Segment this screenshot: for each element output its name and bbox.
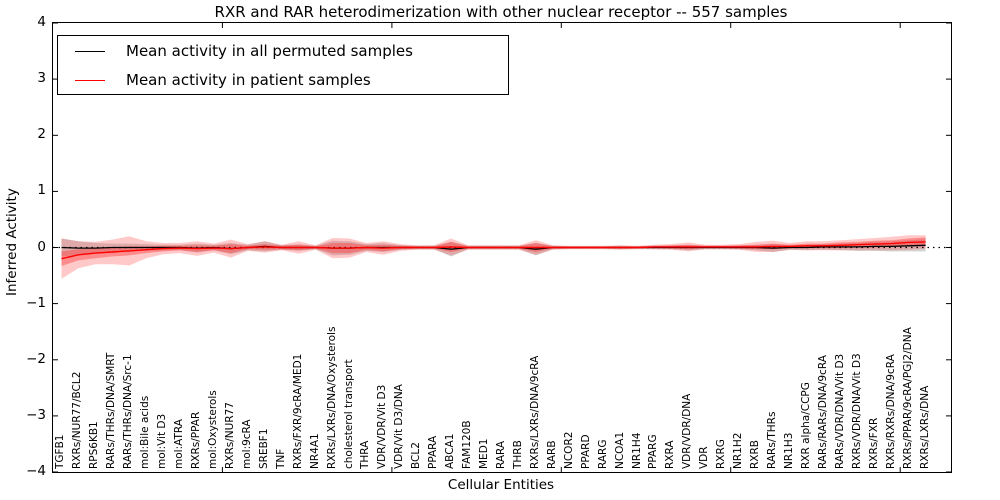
legend-entry-permuted: Mean activity in all permuted samples [58,37,508,65]
x-tick-label: THRB [511,440,524,469]
x-tick-label: FAM120B [461,420,474,469]
chart-title: RXR and RAR heterodimerization with othe… [214,3,788,21]
x-tick-label: RXRs/FXR/9cRA/MED1 [291,353,304,469]
x-tick-label: PPARA [427,435,440,469]
x-tick-label: RXRs/NUR77/BCL2 [71,371,84,469]
x-tick-label: NR4A1 [308,433,321,469]
x-tick-label: mol:ATRA [173,419,186,469]
x-tick-label: RXRs/LXRs/DNA/9cRA [528,355,541,469]
x-tick-label: VDR/Vit D3/DNA [393,384,406,469]
x-tick-label: RARs/THRs [766,411,779,469]
legend-entry-patient: Mean activity in patient samples [58,66,508,94]
y-tick-label: −4 [26,463,46,479]
x-tick-label: RPS6KB1 [88,421,101,469]
x-tick-label: RARs/THRs/DNA/Src-1 [122,354,135,469]
patient-std-inner-band [61,237,926,266]
x-tick-label: RXR alpha/CCPG [799,382,812,469]
x-tick-label: BCL2 [410,442,423,469]
plot-area [52,22,952,473]
x-tick-label: RARB [545,440,558,469]
x-tick-label: RARA [495,440,507,469]
x-tick-label: NCOA1 [613,431,626,469]
x-tick-label: RARs/RARs/DNA/9cRA [816,355,829,469]
x-tick-label: RXRs/VDR/DNA/Vit D3 [850,353,863,469]
x-tick-label: RARs/VDR/DNA/Vit D3 [833,353,846,469]
x-tick-label: NCOR2 [562,431,575,469]
x-tick-label: MED1 [478,438,491,469]
x-tick-label: RXRs/LXRs/DNA/Oxysterols [325,326,338,469]
x-tick-label: mol:Vit D3 [156,413,169,469]
x-tick-label: RARs/THRs/DNA/SMRT [105,352,118,469]
y-tick-label: −1 [26,294,46,311]
x-tick-label: VDR/VDR/DNA [681,393,694,469]
x-tick-label: RXRG [715,439,728,469]
y-tick-label: 0 [37,238,46,255]
legend-box: Mean activity in all permuted samples Me… [57,35,509,95]
legend-label: Mean activity in patient samples [126,71,371,89]
x-tick-label: TNF [274,448,287,469]
x-tick-label: mol:Bile acids [139,395,152,469]
legend-line-red [75,79,105,81]
x-tick-label: THRA [359,440,372,469]
x-tick-label: NR1H2 [732,432,745,469]
y-tick-label: 3 [37,70,46,87]
x-tick-label: RXRB [749,440,762,469]
y-tick-label: −2 [26,350,46,367]
x-tick-label: mol:9cRA [240,419,253,469]
x-tick-label: NR1H4 [630,432,643,469]
y-tick-label: 1 [37,182,46,199]
x-tick-label: RXRs/PPAR/9cRA/PGJ2/DNA [901,327,914,469]
x-tick-label: VDR [698,446,711,469]
x-tick-label: RXRA [664,440,677,469]
x-tick-label: cholesterol transport [342,359,355,469]
x-tick-label: SREBF1 [257,428,270,469]
legend-label: Mean activity in all permuted samples [126,42,413,60]
x-tick-label: PPARD [579,434,592,469]
y-tick-label: 4 [37,14,46,30]
x-tick-label: ABCA1 [444,433,457,469]
x-tick-label: PPARG [647,434,660,469]
x-tick-label: RXRs/NUR77 [223,402,236,469]
x-tick-label: NR1H3 [783,432,796,469]
x-tick-label: RXRs/RXRs/DNA/9cRA [884,354,897,469]
chart-canvas [53,23,951,472]
y-tick-label: −3 [26,406,46,423]
x-tick-label: RXRs/FXR [867,417,880,469]
x-tick-label: TGFB1 [54,434,67,469]
x-tick-label: RXRs/PPAR [190,411,203,469]
patient-std-outer-band [61,235,926,279]
patient-mean-line [61,241,926,260]
x-tick-label: mol:Oxysterols [206,390,219,469]
legend-line-black [75,50,105,52]
y-tick-label: 2 [37,126,46,143]
x-tick-label: RARG [596,439,609,470]
x-tick-label: VDR/VDR/Vit D3 [376,384,389,469]
x-tick-label: RXRs/LXRs/DNA [918,385,931,469]
x-axis-label: Cellular Entities [447,477,555,493]
